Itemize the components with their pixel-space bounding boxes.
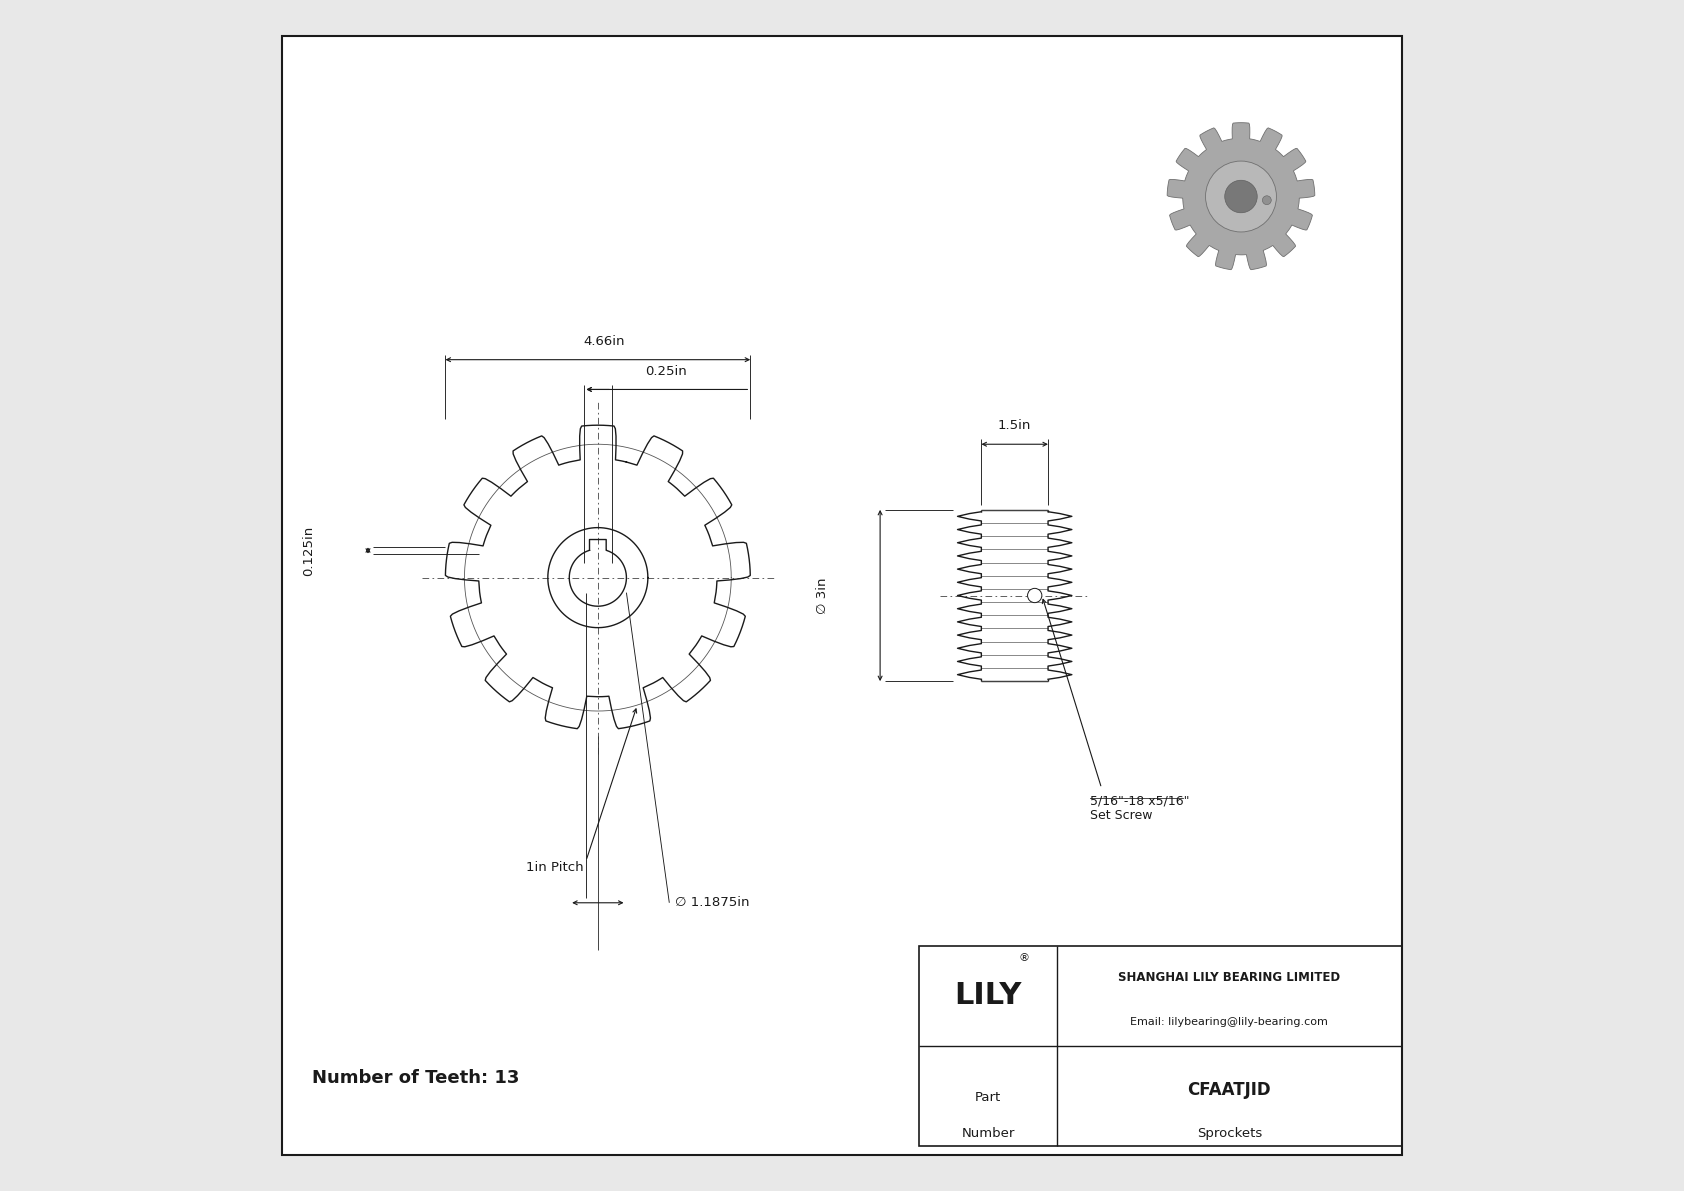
Circle shape xyxy=(1027,588,1042,603)
Circle shape xyxy=(1263,195,1271,205)
Circle shape xyxy=(1206,161,1276,232)
Text: ∅ 1.1875in: ∅ 1.1875in xyxy=(675,897,749,909)
Text: ∅ 3in: ∅ 3in xyxy=(817,578,830,613)
Text: 4.66in: 4.66in xyxy=(583,335,625,348)
Circle shape xyxy=(1224,180,1258,213)
Text: 0.25in: 0.25in xyxy=(645,364,687,378)
Text: 1.5in: 1.5in xyxy=(999,419,1031,432)
Text: Number: Number xyxy=(962,1127,1015,1140)
Text: SHANGHAI LILY BEARING LIMITED: SHANGHAI LILY BEARING LIMITED xyxy=(1118,971,1340,984)
Text: Sprockets: Sprockets xyxy=(1197,1127,1261,1140)
Polygon shape xyxy=(1167,123,1315,269)
Bar xyxy=(919,946,1401,1146)
Text: 5/16"-18 x5/16"
Set Screw: 5/16"-18 x5/16" Set Screw xyxy=(1090,794,1189,823)
Text: LILY: LILY xyxy=(955,981,1022,1010)
Text: 1in Pitch: 1in Pitch xyxy=(527,861,584,873)
Text: ®: ® xyxy=(1019,953,1029,962)
Text: CFAATJID: CFAATJID xyxy=(1187,1080,1271,1099)
Text: 0.125in: 0.125in xyxy=(301,525,315,575)
Text: Number of Teeth: 13: Number of Teeth: 13 xyxy=(312,1068,519,1087)
Text: Email: lilybearing@lily-bearing.com: Email: lilybearing@lily-bearing.com xyxy=(1130,1017,1329,1027)
Bar xyxy=(919,946,1401,1146)
Text: Part: Part xyxy=(975,1091,1002,1104)
